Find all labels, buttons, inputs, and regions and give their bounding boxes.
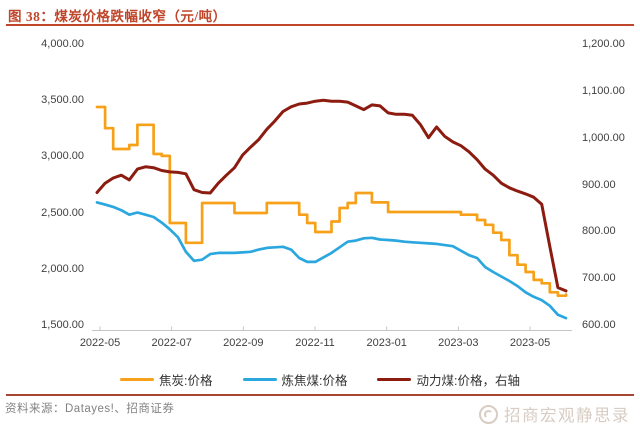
legend-item-coke: 焦炭:价格: [120, 370, 213, 389]
x-axis-tick: 2023-03: [438, 337, 479, 349]
y-axis-right-tick: 1,000.00: [582, 131, 625, 144]
legend-label-thermal-coal: 动力煤:价格，右轴: [416, 374, 520, 388]
legend-item-coking-coal: 炼焦煤:价格: [242, 370, 348, 389]
title-divider: [6, 24, 634, 26]
y-axis-right-tick: 700.00: [582, 272, 616, 285]
y-axis-right-tick: 800.00: [582, 225, 616, 238]
legend-label-coking-coal: 炼焦煤:价格: [281, 374, 348, 388]
x-axis-tick: 2022-05: [79, 337, 121, 349]
coking-coal-line-swatch: [242, 377, 277, 382]
series-line: [95, 105, 568, 298]
x-axis-tick: 2022-07: [151, 337, 192, 349]
y-axis-left-tick: 1,500.00: [41, 319, 84, 331]
y-axis-left-tick: 3,500.00: [41, 94, 84, 107]
series-line: [95, 201, 568, 320]
y-axis-left-tick: 3,000.00: [41, 150, 84, 163]
y-axis-left-tick: 4,000.00: [41, 38, 84, 50]
y-axis-right-tick: 900.00: [582, 178, 616, 191]
figure-title: 图 38：煤炭价格跌幅收窄（元/吨）: [8, 9, 227, 24]
y-axis-left-tick: 2,500.00: [41, 206, 84, 219]
watermark: 招商宏观静思录: [479, 402, 630, 426]
series-line: [95, 98, 568, 293]
y-axis-left-tick: 2,000.00: [41, 262, 84, 275]
x-axis-tick: 2023-05: [509, 337, 551, 349]
x-axis-tick: 2022-11: [295, 337, 335, 349]
source-text: 资料来源：Datayes!、招商证券: [5, 403, 175, 415]
chart-legend: 焦炭:价格 炼焦煤:价格 动力煤:价格，右轴: [0, 370, 640, 389]
x-axis-tick: 2023-01: [366, 337, 407, 349]
legend-item-thermal-coal: 动力煤:价格，右轴: [377, 370, 520, 389]
bottom-divider: [6, 394, 634, 396]
x-axis-tick: 2022-09: [223, 337, 264, 349]
y-axis-right-tick: 600.00: [582, 319, 616, 331]
coke-line-swatch: [120, 377, 155, 382]
legend-label-coke: 焦炭:价格: [159, 374, 213, 388]
watermark-text: 招商宏观静思录: [504, 407, 630, 425]
watermark-logo-icon: [479, 404, 498, 424]
y-axis-right-tick: 1,200.00: [582, 38, 625, 50]
thermal-coal-line-swatch: [377, 377, 412, 382]
y-axis-right-tick: 1,100.00: [582, 84, 625, 97]
